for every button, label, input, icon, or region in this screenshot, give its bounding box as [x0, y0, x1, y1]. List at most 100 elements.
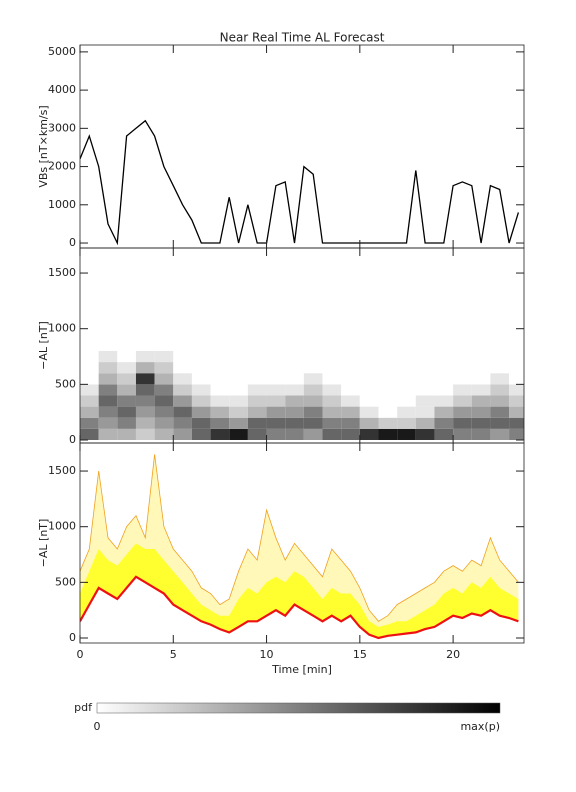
heat-cell: [453, 395, 472, 407]
heat-cell: [210, 362, 230, 374]
x-tick-label: 5: [170, 648, 177, 661]
heat-cell: [397, 428, 416, 440]
heat-cell: [98, 406, 118, 418]
heat-cell: [80, 384, 99, 396]
heat-cell: [98, 350, 118, 363]
heat-cell: [341, 384, 360, 396]
heat-cell: [98, 417, 118, 429]
heat-cell: [210, 350, 230, 363]
heat-cell: [322, 395, 342, 407]
heat-cell: [210, 417, 230, 429]
heat-cell: [322, 362, 342, 374]
heat-cell: [397, 417, 416, 429]
heat-cell: [359, 395, 379, 407]
heat-cell: [453, 373, 472, 385]
heat-cell: [415, 395, 435, 407]
heat-cell: [322, 406, 342, 418]
heat-cell: [285, 395, 304, 407]
heat-cell: [191, 395, 211, 407]
y-tick-label: 500: [55, 377, 76, 390]
heat-cell: [173, 406, 192, 418]
heat-cell: [434, 395, 454, 407]
heat-cell: [341, 428, 360, 440]
heat-cell: [359, 384, 379, 396]
heat-cell: [210, 395, 230, 407]
y-tick-label: 3000: [48, 121, 76, 134]
heat-cell: [266, 406, 286, 418]
heat-cell: [453, 362, 472, 374]
heat-cell: [471, 350, 491, 363]
heat-cell: [303, 373, 323, 385]
heat-cell: [453, 384, 472, 396]
heat-cell: [434, 350, 454, 363]
heat-cell: [509, 417, 524, 429]
heat-cell: [173, 428, 192, 440]
heat-cell: [378, 362, 398, 374]
heat-cell: [453, 350, 472, 363]
heat-cell: [303, 362, 323, 374]
heat-cell: [471, 428, 491, 440]
y-tick-label: 2000: [48, 160, 76, 173]
heat-cell: [303, 384, 323, 396]
heat-cell: [285, 362, 304, 374]
heat-cell: [415, 384, 435, 396]
heat-cell: [471, 395, 491, 407]
heat-cell: [266, 362, 286, 374]
median-line: [80, 575, 519, 640]
heat-cell: [303, 406, 323, 418]
heat-cell: [415, 428, 435, 440]
y-tick-label: 1000: [48, 198, 76, 211]
heat-cell: [490, 417, 510, 429]
heat-cell: [415, 373, 435, 385]
heat-cell: [266, 373, 286, 385]
heat-cell: [490, 428, 510, 440]
heat-cell: [154, 428, 174, 440]
heat-cell: [378, 428, 398, 440]
heat-cell: [80, 395, 99, 407]
heat-cell: [229, 417, 248, 429]
heat-cell: [285, 428, 304, 440]
heat-cell: [471, 373, 491, 385]
heat-cell: [191, 428, 211, 440]
heat-cell: [229, 384, 248, 396]
heat-cell: [135, 428, 155, 440]
heat-cell: [210, 384, 230, 396]
heat-cell: [229, 395, 248, 407]
heat-cell: [415, 406, 435, 418]
heat-cell: [490, 406, 510, 418]
heat-cell: [135, 362, 155, 374]
heat-cell: [229, 350, 248, 363]
heat-cell: [154, 384, 174, 396]
heat-cell: [98, 373, 118, 385]
y-axis-label: VBs [nT×km/s]: [37, 105, 50, 187]
heat-cell: [247, 350, 267, 363]
x-tick-label: 10: [260, 648, 274, 661]
heat-cell: [154, 395, 174, 407]
heat-cell: [117, 362, 136, 374]
heat-cell: [434, 417, 454, 429]
heat-cell: [247, 362, 267, 374]
heat-cell: [173, 395, 192, 407]
heat-cell: [173, 362, 192, 374]
heat-cell: [285, 406, 304, 418]
colorbar-max: max(p): [460, 720, 500, 733]
heat-cell: [434, 384, 454, 396]
heat-cell: [397, 395, 416, 407]
heat-cell: [322, 428, 342, 440]
heat-cell: [303, 428, 323, 440]
heat-cell: [322, 417, 342, 429]
heat-cell: [247, 428, 267, 440]
heat-cell: [191, 406, 211, 418]
heat-cell: [471, 362, 491, 374]
heat-cell: [210, 428, 230, 440]
heat-cell: [397, 384, 416, 396]
heat-cell: [135, 406, 155, 418]
y-tick-label: 4000: [48, 83, 76, 96]
heat-cell: [80, 373, 99, 385]
heat-cell: [80, 362, 99, 374]
heat-cell: [285, 373, 304, 385]
x-tick-label: 20: [446, 648, 460, 661]
heat-cell: [303, 395, 323, 407]
heat-cell: [341, 417, 360, 429]
